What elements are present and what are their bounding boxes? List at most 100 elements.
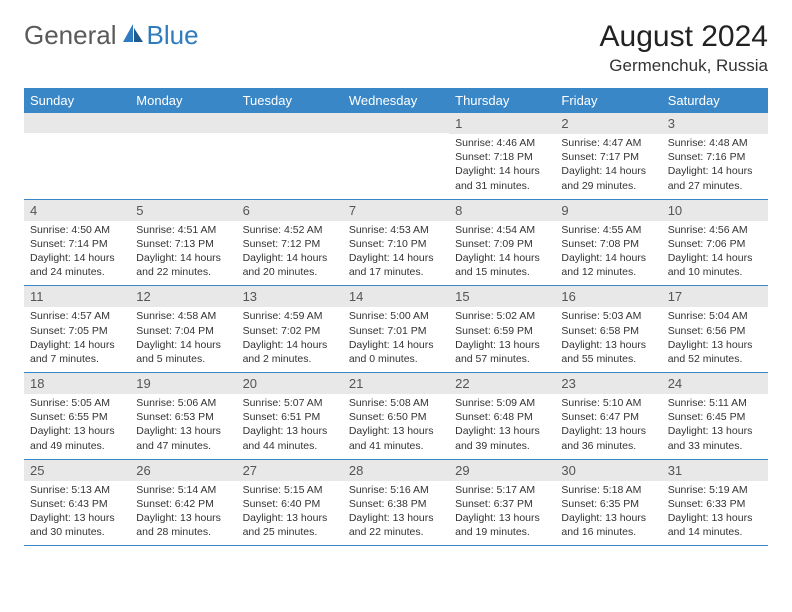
calendar-cell: 24Sunrise: 5:11 AMSunset: 6:45 PMDayligh…	[662, 373, 768, 460]
calendar-cell: 6Sunrise: 4:52 AMSunset: 7:12 PMDaylight…	[237, 199, 343, 286]
sunrise-line: Sunrise: 5:17 AM	[455, 483, 549, 497]
sunset-line: Sunset: 6:48 PM	[455, 410, 549, 424]
daylight-line: Daylight: 14 hours and 27 minutes.	[668, 164, 762, 192]
day-number: 16	[555, 286, 661, 307]
daylight-line: Daylight: 13 hours and 14 minutes.	[668, 511, 762, 539]
daylight-line: Daylight: 13 hours and 28 minutes.	[136, 511, 230, 539]
day-number: 21	[343, 373, 449, 394]
sunset-line: Sunset: 6:56 PM	[668, 324, 762, 338]
dow-mon: Monday	[130, 88, 236, 113]
day-number: 7	[343, 200, 449, 221]
brand-part1: General	[24, 20, 117, 51]
day-number: 24	[662, 373, 768, 394]
sunrise-line: Sunrise: 4:54 AM	[455, 223, 549, 237]
sunrise-line: Sunrise: 5:16 AM	[349, 483, 443, 497]
day-number: 10	[662, 200, 768, 221]
sunset-line: Sunset: 7:10 PM	[349, 237, 443, 251]
daylight-line: Daylight: 14 hours and 10 minutes.	[668, 251, 762, 279]
calendar-cell: 16Sunrise: 5:03 AMSunset: 6:58 PMDayligh…	[555, 286, 661, 373]
sunrise-line: Sunrise: 5:13 AM	[30, 483, 124, 497]
month-title: August 2024	[600, 20, 768, 54]
day-data	[343, 133, 449, 189]
sunset-line: Sunset: 7:05 PM	[30, 324, 124, 338]
daylight-line: Daylight: 14 hours and 15 minutes.	[455, 251, 549, 279]
sunset-line: Sunset: 7:09 PM	[455, 237, 549, 251]
daylight-line: Daylight: 13 hours and 19 minutes.	[455, 511, 549, 539]
day-data: Sunrise: 5:04 AMSunset: 6:56 PMDaylight:…	[662, 307, 768, 372]
sunset-line: Sunset: 7:02 PM	[243, 324, 337, 338]
sunrise-line: Sunrise: 5:19 AM	[668, 483, 762, 497]
daylight-line: Daylight: 14 hours and 29 minutes.	[561, 164, 655, 192]
dow-thu: Thursday	[449, 88, 555, 113]
daylight-line: Daylight: 14 hours and 17 minutes.	[349, 251, 443, 279]
daylight-line: Daylight: 14 hours and 22 minutes.	[136, 251, 230, 279]
calendar-week: 25Sunrise: 5:13 AMSunset: 6:43 PMDayligh…	[24, 459, 768, 546]
day-number: 26	[130, 460, 236, 481]
day-data: Sunrise: 5:07 AMSunset: 6:51 PMDaylight:…	[237, 394, 343, 459]
calendar-cell: 2Sunrise: 4:47 AMSunset: 7:17 PMDaylight…	[555, 113, 661, 199]
sunset-line: Sunset: 6:51 PM	[243, 410, 337, 424]
day-number: 27	[237, 460, 343, 481]
sunset-line: Sunset: 7:14 PM	[30, 237, 124, 251]
day-data: Sunrise: 5:09 AMSunset: 6:48 PMDaylight:…	[449, 394, 555, 459]
day-data: Sunrise: 4:58 AMSunset: 7:04 PMDaylight:…	[130, 307, 236, 372]
sunrise-line: Sunrise: 4:53 AM	[349, 223, 443, 237]
day-data: Sunrise: 5:18 AMSunset: 6:35 PMDaylight:…	[555, 481, 661, 546]
calendar-cell: 31Sunrise: 5:19 AMSunset: 6:33 PMDayligh…	[662, 459, 768, 546]
daylight-line: Daylight: 13 hours and 57 minutes.	[455, 338, 549, 366]
calendar-cell: 11Sunrise: 4:57 AMSunset: 7:05 PMDayligh…	[24, 286, 130, 373]
sunset-line: Sunset: 6:37 PM	[455, 497, 549, 511]
day-data: Sunrise: 4:57 AMSunset: 7:05 PMDaylight:…	[24, 307, 130, 372]
day-data: Sunrise: 5:19 AMSunset: 6:33 PMDaylight:…	[662, 481, 768, 546]
daylight-line: Daylight: 13 hours and 30 minutes.	[30, 511, 124, 539]
calendar-cell: 4Sunrise: 4:50 AMSunset: 7:14 PMDaylight…	[24, 199, 130, 286]
day-data: Sunrise: 5:06 AMSunset: 6:53 PMDaylight:…	[130, 394, 236, 459]
sunset-line: Sunset: 6:35 PM	[561, 497, 655, 511]
day-number	[24, 113, 130, 133]
sunset-line: Sunset: 7:16 PM	[668, 150, 762, 164]
sunrise-line: Sunrise: 4:56 AM	[668, 223, 762, 237]
calendar-cell: 25Sunrise: 5:13 AMSunset: 6:43 PMDayligh…	[24, 459, 130, 546]
day-data: Sunrise: 5:08 AMSunset: 6:50 PMDaylight:…	[343, 394, 449, 459]
day-data: Sunrise: 4:47 AMSunset: 7:17 PMDaylight:…	[555, 134, 661, 199]
calendar-cell	[130, 113, 236, 199]
daylight-line: Daylight: 13 hours and 22 minutes.	[349, 511, 443, 539]
dow-tue: Tuesday	[237, 88, 343, 113]
sunset-line: Sunset: 7:06 PM	[668, 237, 762, 251]
sunrise-line: Sunrise: 4:59 AM	[243, 309, 337, 323]
day-number: 6	[237, 200, 343, 221]
daylight-line: Daylight: 13 hours and 49 minutes.	[30, 424, 124, 452]
day-data: Sunrise: 4:59 AMSunset: 7:02 PMDaylight:…	[237, 307, 343, 372]
day-number: 23	[555, 373, 661, 394]
sunset-line: Sunset: 7:08 PM	[561, 237, 655, 251]
day-number: 17	[662, 286, 768, 307]
calendar-cell: 5Sunrise: 4:51 AMSunset: 7:13 PMDaylight…	[130, 199, 236, 286]
daylight-line: Daylight: 13 hours and 39 minutes.	[455, 424, 549, 452]
sunset-line: Sunset: 6:45 PM	[668, 410, 762, 424]
sunrise-line: Sunrise: 5:07 AM	[243, 396, 337, 410]
calendar-cell: 13Sunrise: 4:59 AMSunset: 7:02 PMDayligh…	[237, 286, 343, 373]
day-number: 22	[449, 373, 555, 394]
sunrise-line: Sunrise: 5:14 AM	[136, 483, 230, 497]
day-number: 5	[130, 200, 236, 221]
calendar-cell: 10Sunrise: 4:56 AMSunset: 7:06 PMDayligh…	[662, 199, 768, 286]
calendar-cell: 1Sunrise: 4:46 AMSunset: 7:18 PMDaylight…	[449, 113, 555, 199]
calendar-cell: 17Sunrise: 5:04 AMSunset: 6:56 PMDayligh…	[662, 286, 768, 373]
day-number: 11	[24, 286, 130, 307]
daylight-line: Daylight: 13 hours and 41 minutes.	[349, 424, 443, 452]
sunrise-line: Sunrise: 5:15 AM	[243, 483, 337, 497]
day-data: Sunrise: 5:13 AMSunset: 6:43 PMDaylight:…	[24, 481, 130, 546]
day-data: Sunrise: 4:56 AMSunset: 7:06 PMDaylight:…	[662, 221, 768, 286]
day-data: Sunrise: 4:46 AMSunset: 7:18 PMDaylight:…	[449, 134, 555, 199]
day-number: 13	[237, 286, 343, 307]
calendar-cell: 3Sunrise: 4:48 AMSunset: 7:16 PMDaylight…	[662, 113, 768, 199]
day-number: 4	[24, 200, 130, 221]
day-number: 12	[130, 286, 236, 307]
calendar-cell: 30Sunrise: 5:18 AMSunset: 6:35 PMDayligh…	[555, 459, 661, 546]
daylight-line: Daylight: 13 hours and 33 minutes.	[668, 424, 762, 452]
day-data: Sunrise: 4:54 AMSunset: 7:09 PMDaylight:…	[449, 221, 555, 286]
daylight-line: Daylight: 13 hours and 47 minutes.	[136, 424, 230, 452]
calendar-cell: 20Sunrise: 5:07 AMSunset: 6:51 PMDayligh…	[237, 373, 343, 460]
daylight-line: Daylight: 14 hours and 24 minutes.	[30, 251, 124, 279]
calendar-cell: 7 Sunrise: 4:53 AMSunset: 7:10 PMDaylight…	[343, 199, 449, 286]
